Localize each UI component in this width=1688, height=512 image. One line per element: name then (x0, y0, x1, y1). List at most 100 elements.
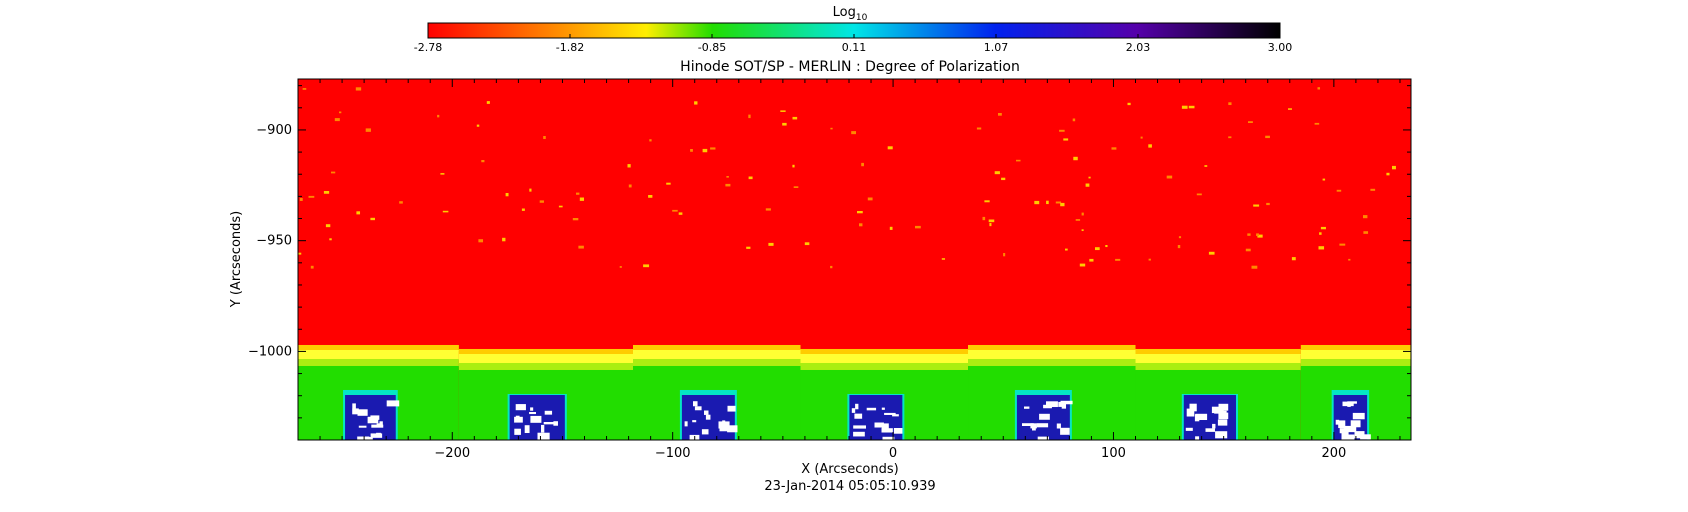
heatmap-speckle (1208, 251, 1215, 255)
heatmap-speckle (1320, 226, 1326, 230)
colorbar-tick-label: -0.85 (698, 41, 726, 54)
saturated-pixels (530, 407, 534, 411)
heatmap-speckle (782, 122, 787, 126)
saturated-pixels (1039, 413, 1050, 420)
saturated-pixels (1354, 431, 1365, 439)
heatmap-speckle (1257, 234, 1263, 238)
heatmap-speckle (334, 118, 340, 122)
heatmap-speckle (1095, 247, 1100, 251)
limb-band (458, 353, 634, 364)
heatmap-speckle (529, 188, 532, 192)
limb-band (968, 344, 1136, 351)
heatmap-speckle (576, 192, 580, 195)
heatmap-speckle (521, 208, 525, 211)
heatmap-speckle (989, 223, 992, 227)
heatmap-speckle (1266, 202, 1270, 206)
heatmap-speckle (1370, 188, 1376, 191)
heatmap-speckle (1322, 178, 1326, 181)
limb-band (800, 348, 969, 355)
saturated-pixels (727, 405, 736, 412)
heatmap-speckle (889, 226, 893, 230)
heatmap-speckle (370, 217, 375, 221)
heatmap-speckle (308, 195, 315, 198)
saturated-pixels (1046, 401, 1058, 408)
heatmap-speckle (1111, 147, 1117, 150)
limb-band (633, 358, 801, 367)
heatmap-speckle (988, 219, 995, 223)
saturated-pixels (1037, 436, 1049, 440)
heatmap-speckle (915, 225, 921, 229)
heatmap-speckle (1245, 248, 1251, 252)
saturated-pixels (1217, 419, 1228, 426)
heatmap-speckle (649, 139, 652, 142)
saturated-pixels (1218, 412, 1229, 420)
saturated-pixels (376, 423, 380, 428)
heatmap-speckle (323, 191, 330, 194)
heatmap-speckle (830, 127, 833, 130)
saturated-pixels (352, 408, 359, 415)
saturated-pixels (693, 401, 698, 407)
observation-date: 23-Jan-2014 05:05:10.939 (764, 479, 935, 494)
saturated-pixels (692, 420, 697, 423)
heatmap-speckle (505, 193, 509, 197)
heatmap-speckle (792, 164, 795, 168)
heatmap-speckle (1336, 189, 1342, 192)
colorbar-ticks: -2.78 -1.82 -0.85 0.11 1.07 2.03 3.00 (414, 34, 1292, 54)
saturated-pixels (1345, 434, 1355, 440)
heatmap-speckle (726, 176, 729, 178)
chart-title: Hinode SOT/SP - MERLIN : Degree of Polar… (680, 59, 1020, 75)
heatmap-speckle (1115, 258, 1121, 261)
heatmap-speckle (356, 211, 361, 215)
x-tick-label: 100 (1101, 446, 1126, 461)
saturated-pixels (1205, 428, 1215, 432)
heatmap-speckle (1317, 87, 1321, 90)
heatmap-speckle (1140, 136, 1143, 139)
heatmap-speckle (1148, 258, 1151, 261)
colorbar-title: Log10 (833, 5, 868, 23)
heatmap-speckle (694, 101, 698, 105)
saturated-pixels (367, 416, 379, 424)
heatmap-speckle (365, 128, 371, 132)
heatmap-speckle (1075, 219, 1081, 221)
heatmap-speckle (1034, 200, 1040, 205)
x-tick-label: 200 (1321, 446, 1346, 461)
heatmap-speckle (725, 183, 731, 187)
saturated-pixels (701, 429, 709, 435)
saturated-pixels (1214, 410, 1227, 414)
heatmap-speckle (643, 264, 650, 268)
heatmap-speckle (1079, 263, 1086, 267)
heatmap-speckle (440, 173, 445, 175)
saturated-pixels (1056, 423, 1061, 429)
heatmap-speckle (619, 266, 622, 268)
heatmap-speckle (1288, 108, 1292, 110)
heatmap-speckle (976, 127, 982, 130)
heatmap-speckle (861, 162, 864, 167)
saturated-pixels (1341, 431, 1349, 440)
saturated-pixels (893, 428, 903, 434)
heatmap-speckle (298, 252, 302, 255)
saturated-pixels (544, 410, 553, 415)
heatmap-speckle (486, 101, 490, 104)
limb-band (1135, 348, 1301, 355)
saturated-pixels (386, 400, 400, 407)
heatmap-speckle (1188, 105, 1195, 109)
heatmap-speckle (1392, 165, 1396, 170)
saturated-pixels (352, 403, 356, 409)
heatmap-speckle (539, 200, 544, 203)
colorbar-title-base: Log (833, 5, 856, 20)
limb-band (1135, 362, 1301, 371)
saturated-pixels (705, 414, 711, 420)
saturated-pixels (1024, 406, 1030, 409)
heatmap-speckle (1319, 232, 1322, 235)
limb-band (298, 358, 459, 367)
heatmap-speckle (1177, 245, 1181, 249)
heatmap-speckle (1248, 121, 1253, 124)
saturated-pixels (1060, 427, 1070, 435)
heatmap-speckle (804, 242, 810, 246)
heatmap-speckle (558, 205, 563, 208)
heatmap-speckle (793, 186, 799, 189)
saturated-pixels (881, 407, 885, 410)
y-tick-label: −950 (256, 234, 292, 249)
limb-band (633, 344, 801, 351)
saturated-pixels (718, 421, 730, 429)
